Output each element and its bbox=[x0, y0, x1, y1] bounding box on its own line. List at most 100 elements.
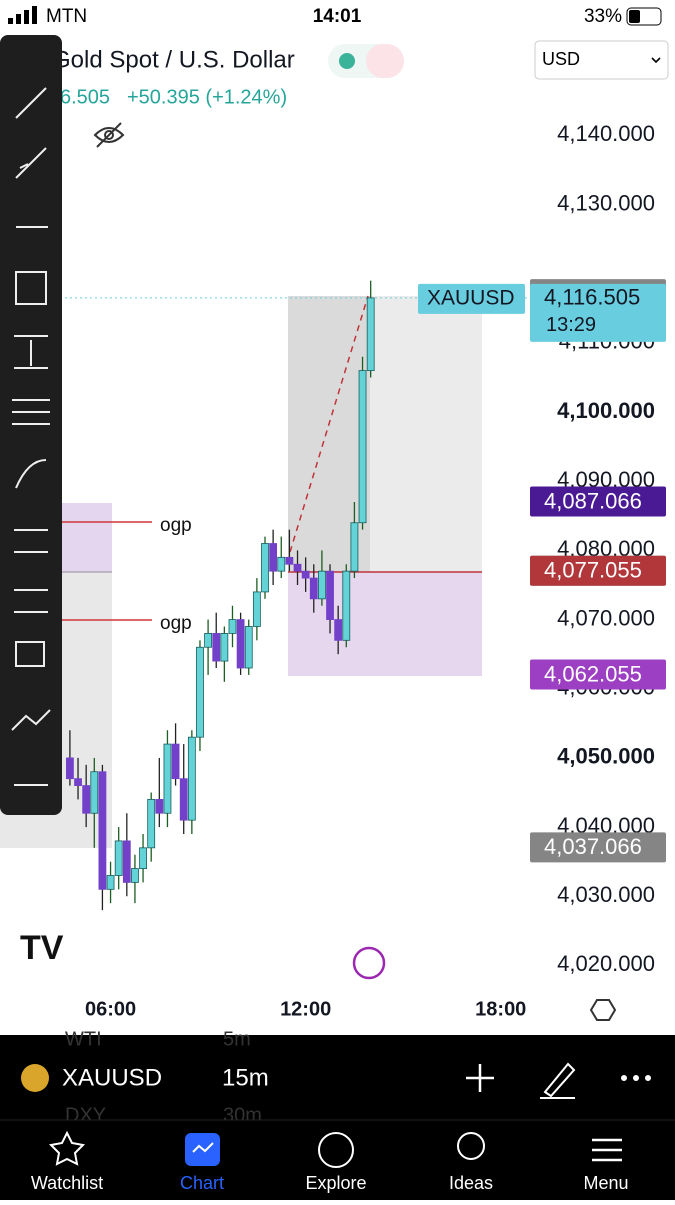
tab-label[interactable]: Menu bbox=[583, 1173, 628, 1193]
countdown: 13:29 bbox=[546, 314, 596, 336]
tab-label[interactable]: Explore bbox=[305, 1173, 366, 1193]
tabs: Watchlist Chart Explore Ideas Menu bbox=[31, 1173, 629, 1193]
flash-icon[interactable] bbox=[352, 946, 386, 980]
candle-body bbox=[196, 646, 204, 738]
drawings bbox=[0, 295, 482, 848]
candle-body bbox=[350, 522, 359, 572]
status-bar bbox=[0, 0, 675, 34]
symbol-title: Gold Spot / U.S. Dollar bbox=[52, 46, 295, 73]
candle-body bbox=[147, 799, 156, 849]
price-badge bbox=[530, 832, 666, 863]
candle-body bbox=[114, 840, 123, 876]
signal-icon bbox=[8, 6, 37, 24]
candle-body bbox=[326, 570, 334, 620]
hidden-interval: 5m bbox=[223, 1028, 251, 1050]
y-tick-label: 4,130.000 bbox=[557, 190, 655, 215]
candle-body bbox=[90, 771, 99, 814]
candle-body bbox=[179, 778, 188, 821]
annotation: ogp bbox=[160, 613, 192, 634]
annotation: ogp bbox=[160, 515, 192, 536]
interval[interactable]: 15m bbox=[222, 1064, 269, 1091]
symbol-badge bbox=[418, 283, 525, 314]
candle-body bbox=[277, 556, 286, 572]
candle-body bbox=[342, 570, 351, 641]
last-price: 6.505 bbox=[60, 86, 110, 108]
candle-body bbox=[309, 577, 318, 600]
chart-icon-line bbox=[192, 1142, 214, 1153]
candle-body bbox=[204, 633, 212, 648]
battery-percent: 33% bbox=[584, 6, 622, 27]
tab-label[interactable]: Chart bbox=[180, 1173, 224, 1193]
y-tick-label: 4,070.000 bbox=[557, 605, 655, 630]
clock: 14:01 bbox=[313, 6, 362, 27]
candle-body bbox=[139, 847, 147, 869]
more-button[interactable] bbox=[621, 1075, 651, 1081]
toolbar-icons[interactable] bbox=[11, 87, 51, 786]
price-badge bbox=[530, 555, 666, 586]
symbol-badge-label: XAUUSD bbox=[427, 286, 515, 309]
price-badge-label: 4,062.055 bbox=[544, 661, 642, 686]
draw-button[interactable] bbox=[540, 1062, 576, 1099]
symbol-icon bbox=[21, 1064, 49, 1092]
menu-icon[interactable] bbox=[592, 1138, 622, 1162]
carrier: MTN bbox=[46, 6, 87, 27]
last-price-label: 4,116.505 bbox=[544, 285, 640, 310]
x-tick-label: 18:00 bbox=[475, 998, 526, 1020]
currency[interactable]: USD bbox=[542, 49, 580, 69]
y-tick-label: 4,020.000 bbox=[557, 951, 655, 976]
hidden-symbol: WTI bbox=[65, 1028, 102, 1050]
candle-body bbox=[122, 840, 131, 883]
candle-body bbox=[236, 619, 245, 669]
candle-body bbox=[131, 868, 139, 883]
candle-body bbox=[220, 633, 229, 662]
symbol[interactable]: XAUUSD bbox=[62, 1064, 162, 1091]
candle-body bbox=[171, 743, 180, 780]
explore-icon[interactable] bbox=[318, 1132, 354, 1168]
settings-icon[interactable] bbox=[589, 999, 617, 1021]
candle-body bbox=[212, 633, 221, 662]
add-button[interactable] bbox=[466, 1064, 494, 1092]
price-badge-label: 4,087.066 bbox=[544, 488, 642, 513]
y-tick-label: 4,030.000 bbox=[557, 882, 655, 907]
candle-body bbox=[106, 875, 115, 890]
candle-body bbox=[74, 778, 82, 786]
brand-logo: TV bbox=[20, 929, 64, 967]
last-price-badge bbox=[530, 283, 666, 342]
market-open-dot bbox=[339, 53, 355, 69]
candle-body bbox=[98, 771, 107, 890]
x-tick-label: 06:00 bbox=[85, 998, 136, 1020]
hide-icon[interactable] bbox=[93, 122, 125, 148]
watchlist-icon[interactable] bbox=[48, 1130, 86, 1166]
candle-body bbox=[318, 570, 326, 600]
y-tick-label: 4,140.000 bbox=[557, 121, 655, 146]
delay-pill bbox=[366, 44, 404, 78]
price-badges: 4,117.0554,087.0664,077.0664,077.0554,06… bbox=[418, 279, 666, 863]
candle-body bbox=[285, 556, 294, 565]
y-tick-label: 4,100.000 bbox=[557, 398, 655, 423]
tab-label[interactable]: Ideas bbox=[449, 1173, 493, 1193]
candle-body bbox=[293, 563, 302, 572]
price-badge bbox=[530, 659, 666, 690]
battery-icon bbox=[626, 7, 662, 26]
y-tick-label: 4,050.000 bbox=[557, 744, 655, 769]
candle-body bbox=[301, 570, 310, 579]
ideas-icon[interactable] bbox=[457, 1132, 485, 1160]
tab-label[interactable]: Watchlist bbox=[31, 1173, 103, 1193]
candle-body bbox=[269, 543, 278, 572]
candle-body bbox=[228, 619, 237, 634]
candle-body bbox=[252, 591, 261, 627]
candle-body bbox=[261, 543, 269, 593]
candle-body bbox=[163, 743, 172, 814]
candle-body bbox=[187, 736, 196, 821]
candle-body bbox=[358, 370, 367, 524]
candle-body bbox=[334, 619, 343, 641]
candle-body bbox=[366, 297, 375, 371]
currency-select[interactable] bbox=[534, 40, 669, 80]
candle-body bbox=[155, 799, 164, 814]
price-badge bbox=[530, 486, 666, 517]
candle-body bbox=[66, 757, 74, 780]
trade-path bbox=[289, 295, 369, 553]
price-badge-label: 4,077.055 bbox=[544, 558, 642, 583]
